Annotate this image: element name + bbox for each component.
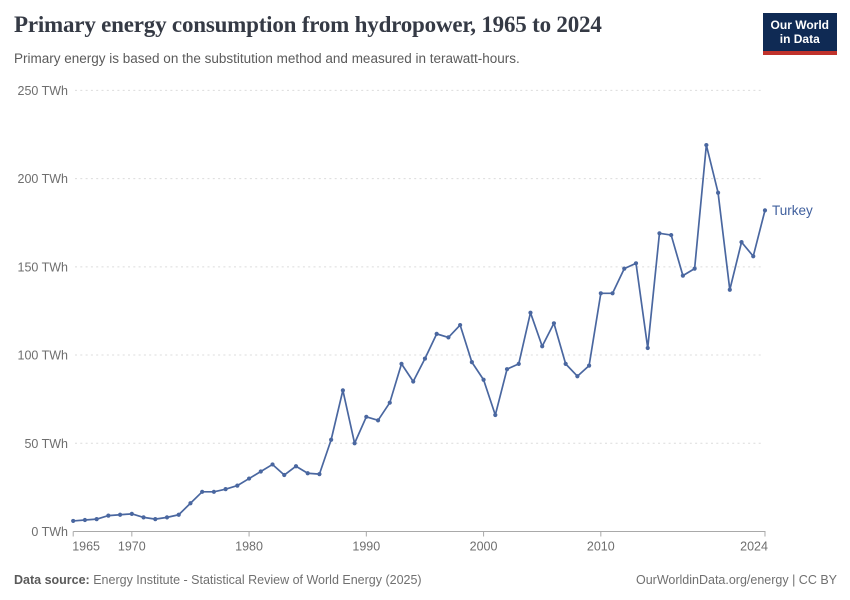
data-point-2021 (727, 287, 732, 292)
data-point-1971 (141, 515, 146, 520)
x-tick-label: 2024 (740, 540, 768, 554)
data-point-2022 (739, 240, 744, 245)
data-point-2005 (540, 344, 545, 349)
data-point-2001 (493, 412, 498, 418)
data-point-1985 (305, 471, 310, 476)
data-point-1972 (153, 517, 158, 522)
chart-subtitle: Primary energy is based on the substitut… (14, 51, 520, 66)
data-point-2019 (704, 142, 709, 148)
data-point-1970 (129, 511, 134, 516)
data-point-1973 (164, 515, 170, 520)
data-point-2016 (669, 232, 674, 238)
data-point-2024 (762, 208, 768, 213)
data-point-1975 (188, 501, 193, 506)
data-point-1987 (329, 437, 334, 442)
data-point-1993 (399, 361, 404, 366)
x-tick-label: 1990 (352, 540, 380, 554)
x-tick-label: 2000 (470, 540, 498, 554)
data-point-1990 (364, 414, 369, 419)
data-point-1977 (211, 489, 216, 494)
data-point-2018 (692, 266, 697, 271)
turkey-line (72, 144, 766, 522)
data-point-1988 (340, 388, 345, 393)
data-point-2014 (645, 345, 650, 351)
x-tick-label: 2010 (587, 540, 615, 554)
data-point-1969 (118, 512, 123, 517)
data-point-1994 (411, 379, 416, 384)
data-point-1966 (82, 517, 88, 523)
data-point-1981 (258, 469, 263, 474)
data-source-text: Energy Institute - Statistical Review of… (89, 573, 422, 587)
data-point-1995 (422, 356, 428, 361)
data-point-2012 (622, 266, 627, 271)
data-point-1965 (71, 518, 76, 524)
data-point-1982 (270, 462, 275, 467)
data-point-1976 (200, 489, 205, 494)
y-tick-label: 200 TWh (18, 172, 69, 186)
data-point-1967 (94, 517, 99, 522)
data-point-1980 (246, 476, 252, 481)
y-tick-label: 250 TWh (18, 84, 69, 98)
y-tick-label: 50 TWh (24, 437, 68, 451)
data-point-2006 (551, 321, 557, 326)
x-tick-label: 1980 (235, 540, 263, 554)
data-point-1979 (235, 483, 240, 488)
data-point-2013 (633, 261, 639, 266)
data-point-1996 (434, 331, 439, 336)
series-label-turkey: Turkey (772, 203, 813, 218)
data-point-1983 (282, 472, 287, 478)
owid-logo-line1: Our World (770, 18, 829, 32)
owid-logo-line2: in Data (779, 32, 820, 47)
data-point-1999 (469, 360, 474, 365)
data-point-1986 (317, 472, 322, 477)
data-point-2020 (715, 190, 721, 195)
data-point-2008 (575, 374, 580, 379)
data-point-1991 (375, 418, 381, 423)
y-tick-label: 150 TWh (18, 260, 69, 274)
data-point-2007 (563, 361, 568, 366)
x-tick-label: 1965 (72, 540, 100, 554)
data-point-1968 (106, 513, 111, 518)
data-point-1984 (293, 464, 299, 469)
data-point-2010 (598, 291, 603, 296)
data-point-1978 (223, 487, 228, 492)
data-point-1989 (352, 441, 357, 446)
x-tick-label: 1970 (118, 540, 146, 554)
data-point-2002 (504, 367, 510, 372)
y-tick-label: 0 TWh (31, 525, 68, 539)
data-point-2023 (751, 254, 756, 259)
y-tick-label: 100 TWh (18, 349, 69, 363)
data-point-2004 (528, 310, 533, 315)
data-point-2000 (481, 377, 486, 382)
data-point-1992 (387, 400, 392, 405)
data-point-1998 (458, 322, 463, 328)
data-point-2009 (587, 363, 592, 368)
data-source-label: Data source: (14, 573, 90, 587)
data-point-2003 (516, 361, 521, 366)
data-point-1974 (176, 512, 181, 517)
data-point-2011 (610, 291, 615, 296)
owid-logo[interactable]: Our World in Data (762, 13, 837, 55)
data-point-2015 (657, 231, 662, 236)
page-title: Primary energy consumption from hydropow… (14, 12, 602, 37)
data-point-1997 (446, 335, 451, 340)
credit-link[interactable]: OurWorldinData.org/energy | CC BY (635, 573, 837, 587)
data-point-2017 (680, 273, 686, 278)
data-source-note: Data source: Energy Institute - Statisti… (14, 573, 422, 587)
